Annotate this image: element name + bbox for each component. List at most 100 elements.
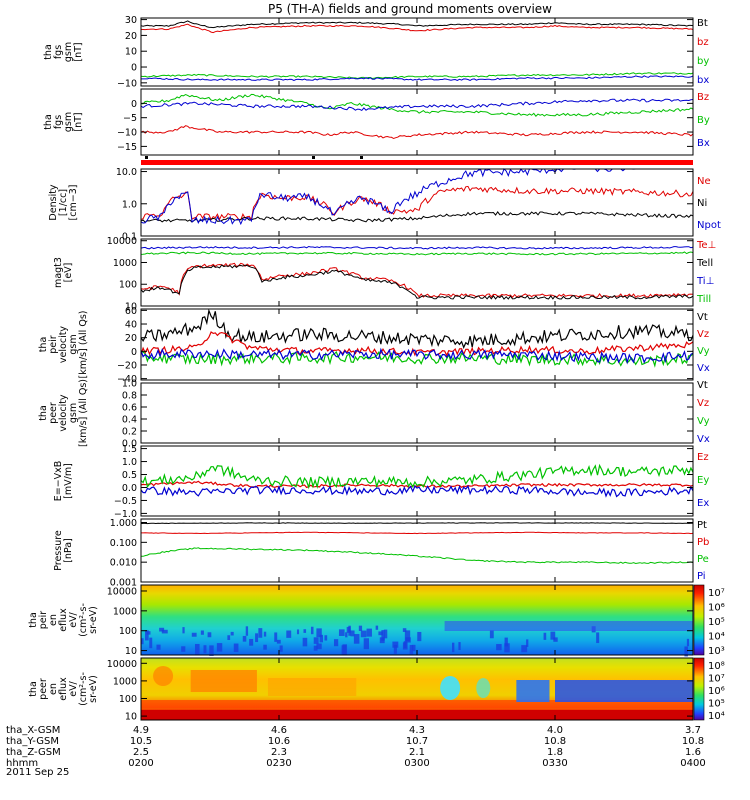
- legend-entry-Vy: Vy: [697, 346, 710, 357]
- series-line-Ni: [140, 211, 694, 223]
- legend-entry-Pb: Pb: [697, 537, 709, 548]
- series-line-Pb: [141, 531, 694, 535]
- panel-frame: [140, 168, 694, 237]
- y-tick-label: 100: [119, 694, 137, 705]
- y-tick-label: 10: [125, 646, 137, 657]
- y-tick-label: 40: [125, 320, 137, 331]
- y-axis-label: fgs: [53, 115, 64, 129]
- colorbar-label: 10⁵: [708, 699, 725, 710]
- y-tick-label: −10: [117, 78, 137, 89]
- y-axis-label: tha: [28, 612, 39, 628]
- panel-3: 10.0 1.0 0.1 Density [1/cc] [cm−3] Ne Ni Npot: [48, 167, 721, 242]
- y-axis-label: [nPa]: [63, 538, 74, 563]
- panel-2: 0 −5 −10 −15 tha fgs gsm [nT] Bz By Bx: [43, 88, 710, 156]
- y-axis-label: tha: [28, 681, 39, 697]
- ephemeris-value: 0400: [680, 758, 705, 769]
- series-line-Ey: [140, 463, 694, 490]
- y-axis-label: (cm²-s-: [78, 672, 89, 706]
- y-tick-label: −5: [123, 113, 137, 124]
- series-line-Vt: [140, 308, 694, 349]
- y-axis-label: eV/: [68, 611, 79, 627]
- y-tick-label: −1.0: [114, 509, 137, 520]
- colorbar-label: 10⁷: [708, 674, 725, 685]
- y-axis-label: peer: [38, 678, 49, 700]
- y-axis-label: velocity: [58, 326, 69, 364]
- legend-entry-Vz: Vz: [697, 398, 709, 409]
- colorbar-label: 10³: [708, 646, 725, 657]
- y-axis-label: velocity: [58, 394, 69, 432]
- series-line-Tell: [140, 264, 694, 300]
- series-line-Bx: [140, 98, 694, 112]
- y-tick-label: 100: [119, 626, 137, 637]
- y-tick-label: 1.0: [122, 457, 137, 468]
- legend-entry-by: by: [697, 56, 709, 67]
- y-axis-label: tha: [38, 405, 49, 421]
- y-axis-label: eflux: [58, 677, 69, 701]
- y-tick-label: 100: [119, 280, 137, 291]
- y-tick-label: −40: [117, 374, 137, 385]
- legend-entry-Ne: Ne: [697, 176, 711, 187]
- legend-entry-Vy: Vy: [697, 416, 710, 427]
- y-axis-label: gsm: [63, 112, 74, 132]
- panel-8: 1.000 0.100 0.010 0.001 Pressure [nPa] Pt Pb Pe P…: [53, 518, 709, 589]
- y-tick-label: 0: [131, 347, 137, 358]
- y-axis-label: sr-eV): [88, 606, 99, 634]
- legend-entry-Vx: Vx: [697, 363, 710, 374]
- ephemeris-value: 4.0: [547, 725, 563, 736]
- y-tick-label: 1000: [113, 606, 137, 617]
- legend-entry-bz: bz: [697, 37, 709, 48]
- legend-entry-Bx: Bx: [697, 138, 710, 149]
- colorbar-label: 10⁶: [708, 603, 725, 614]
- y-axis-label: Density: [48, 184, 59, 220]
- panel-10: 10000 1000 100 10 tha peer en eflux eV/(cm²-s-sr…: [28, 657, 725, 723]
- y-tick-label: −20: [117, 360, 137, 371]
- panel-frame: [140, 445, 694, 517]
- ephemeris-value: 2.5: [133, 747, 149, 758]
- ephemeris-value: 10.8: [682, 736, 704, 747]
- series-line-By: [140, 93, 694, 117]
- legend-entry-Vt: Vt: [697, 312, 708, 323]
- series-line-Till: [140, 251, 694, 256]
- ephemeris-label: tha_Z-GSM: [6, 747, 61, 758]
- y-tick-label: 0.001: [110, 578, 137, 589]
- colorbar-label: 10⁶: [708, 686, 725, 697]
- series-line-Ez: [140, 480, 694, 489]
- y-axis-label: [mV/m]: [63, 463, 74, 499]
- legend-entry-Vz: Vz: [697, 329, 709, 340]
- legend-entry-Tell: Tell: [696, 258, 713, 269]
- series-line-bx: [141, 75, 694, 81]
- series-line-Vy: [140, 350, 694, 368]
- y-tick-label: 0.100: [110, 538, 137, 549]
- y-axis-label: gsm: [68, 334, 79, 354]
- ephemeris-label: tha_Y-GSM: [6, 736, 59, 747]
- y-tick-label: 0.010: [110, 558, 137, 569]
- y-axis-label: en: [48, 614, 59, 626]
- y-tick-label: 1000: [113, 258, 137, 269]
- series-line-Ne: [140, 185, 694, 222]
- y-axis-label: [eV]: [63, 263, 74, 283]
- y-tick-label: 10000: [107, 236, 137, 247]
- series-line-Bt: [140, 20, 694, 29]
- figure-title: P5 (TH-A) fields and ground moments over…: [268, 2, 552, 16]
- ephemeris-value: 0300: [404, 758, 429, 769]
- y-tick-label: 20: [125, 333, 137, 344]
- ephemeris-value: 0200: [128, 758, 153, 769]
- y-axis-label: [nT]: [73, 42, 84, 61]
- y-axis-label: sr-eV): [88, 675, 99, 703]
- y-tick-label: 0.2: [122, 427, 137, 438]
- y-tick-label: 0: [131, 99, 137, 110]
- series-line-Ex: [140, 484, 694, 498]
- y-axis-label: tha: [43, 114, 54, 130]
- y-tick-label: 10: [125, 712, 137, 723]
- y-tick-label: 0.4: [122, 415, 137, 426]
- y-axis-label: peer: [48, 402, 59, 424]
- legend-entry-bx: bx: [697, 75, 709, 86]
- y-tick-label: 10000: [107, 659, 137, 670]
- legend-entry-Ex: Ex: [697, 498, 709, 509]
- legend-entry-Bz: Bz: [697, 92, 709, 103]
- date-label: 2011 Sep 25: [6, 767, 69, 778]
- ephemeris-value: 4.3: [409, 725, 425, 736]
- series-line-Pe: [140, 547, 694, 565]
